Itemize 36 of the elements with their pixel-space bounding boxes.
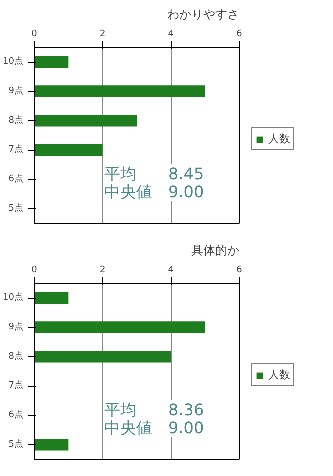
bar: [34, 56, 69, 68]
annotation: 中央値 9.00: [104, 182, 204, 202]
x-tick-label: 0: [32, 266, 38, 276]
legend-label: 人数: [268, 132, 290, 146]
bar: [34, 144, 103, 156]
x-tick-label: 2: [100, 30, 106, 40]
y-tick-label: 6点: [8, 410, 24, 420]
y-tick-label: 7点: [8, 380, 24, 392]
y-tick-label: 10点: [3, 56, 24, 68]
x-tick-label: 4: [168, 266, 174, 276]
chart-title: 具体的か: [192, 244, 240, 258]
y-tick-label: 6点: [8, 174, 24, 184]
x-tick-label: 6: [236, 266, 243, 276]
annotation: 中央値 9.00: [104, 418, 204, 438]
x-tick-label: 0: [32, 30, 38, 40]
y-tick-label: 5点: [8, 438, 24, 450]
legend-label: 人数: [268, 368, 290, 382]
annotation: 平均 8.45: [104, 164, 204, 184]
y-tick-label: 9点: [8, 322, 24, 332]
bar: [34, 86, 206, 98]
y-tick-label: 8点: [8, 114, 24, 126]
bar: [34, 350, 172, 363]
y-tick-label: 7点: [8, 144, 24, 156]
x-tick-label: 2: [100, 266, 106, 276]
bar: [34, 114, 137, 127]
bar: [34, 322, 206, 334]
bar: [34, 292, 69, 304]
x-tick-label: 6: [236, 30, 243, 40]
y-tick-label: 5点: [8, 202, 24, 214]
chart-title: わかりやすさ: [168, 8, 240, 22]
annotation: 平均 8.36: [104, 400, 204, 420]
x-tick-label: 4: [168, 30, 174, 40]
y-tick-label: 9点: [8, 86, 24, 96]
y-tick-label: 10点: [3, 292, 24, 304]
bar: [34, 438, 69, 451]
y-tick-label: 8点: [8, 350, 24, 362]
